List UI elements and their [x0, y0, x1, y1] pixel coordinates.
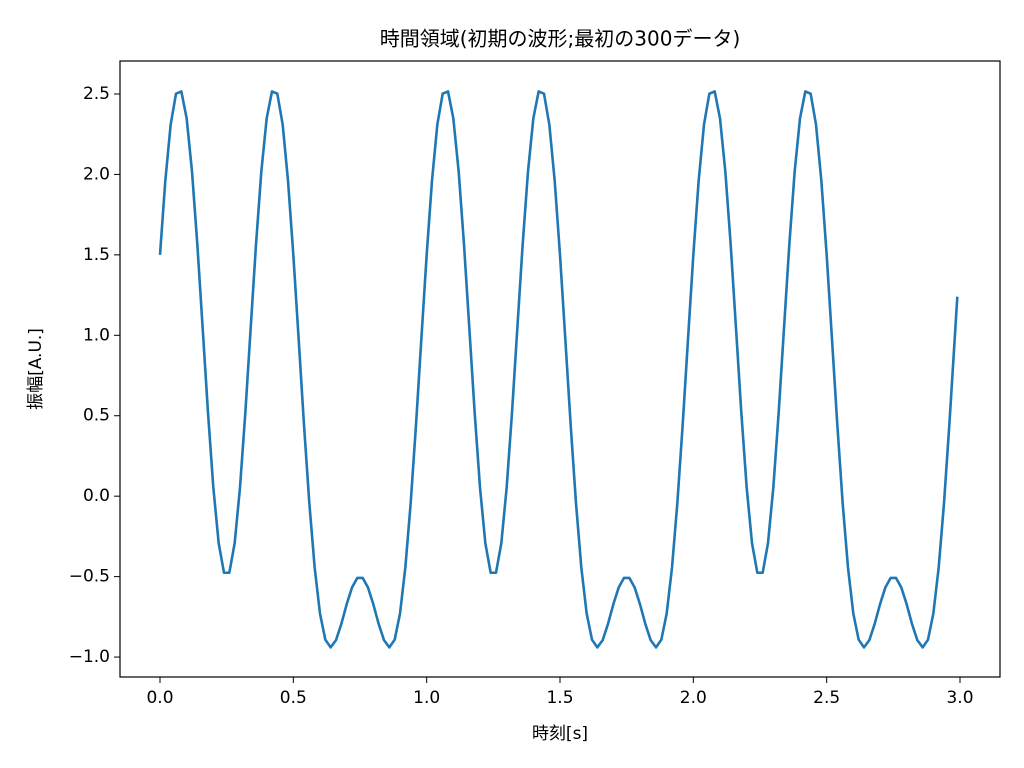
y-axis-label: 振幅[A.U.] — [26, 328, 46, 410]
y-tick-label: −1.0 — [69, 647, 110, 667]
x-axis-label: 時刻[s] — [532, 724, 588, 744]
x-tick-label: 2.0 — [680, 688, 707, 708]
y-tick-label: −0.5 — [69, 567, 110, 587]
x-tick-label: 2.5 — [813, 688, 840, 708]
x-tick-label: 0.5 — [280, 688, 307, 708]
x-tick-label: 1.0 — [413, 688, 440, 708]
x-tick-label: 0.0 — [146, 688, 173, 708]
y-tick-label: 2.5 — [83, 84, 110, 104]
y-tick-label: 1.5 — [83, 245, 110, 265]
line-series — [158, 90, 959, 649]
y-tick-label: 1.0 — [83, 325, 110, 345]
chart-title: 時間領域(初期の波形;最初の300データ) — [380, 27, 741, 51]
y-tick-label: 2.0 — [83, 164, 110, 184]
x-tick-label: 1.5 — [546, 688, 573, 708]
y-tick-label: 0.5 — [83, 406, 110, 426]
x-tick-label: 3.0 — [946, 688, 973, 708]
plot-frame — [119, 60, 1001, 678]
y-tick-label: 0.0 — [83, 486, 110, 506]
